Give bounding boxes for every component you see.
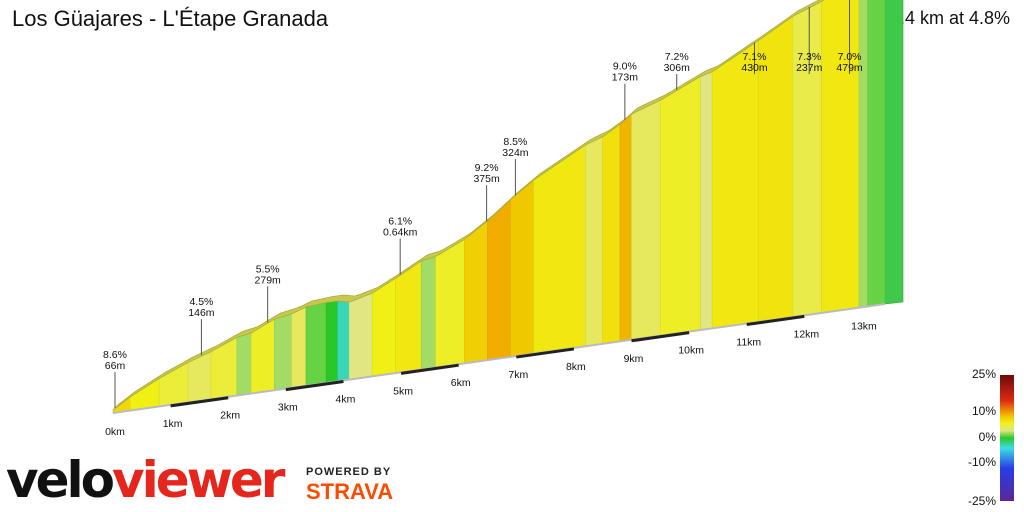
- profile-segment: [821, 0, 860, 314]
- profile-front-faces: [112, 0, 886, 414]
- profile-end-cap: [884, 0, 904, 305]
- strava-logo[interactable]: STRAVA: [306, 479, 394, 504]
- gradient-scale-bar: [1000, 375, 1014, 501]
- climb-summary: 13.4 km at 4.8%: [879, 8, 1010, 28]
- annotation-gradient: 8.6%: [103, 349, 127, 361]
- profile-segment: [420, 256, 436, 370]
- gradient-scale-label: 25%: [971, 367, 996, 381]
- profile-segment: [533, 144, 586, 354]
- annotation-gradient: 7.1%: [743, 51, 767, 63]
- annotation-length: 66m: [105, 360, 126, 372]
- segment-annotations: 8.6%66m 4.5%146m 5.5%279m 6.1%0.64km 9.2%375…: [103, 0, 863, 408]
- profile-segment: [236, 332, 252, 396]
- annotation-gradient: 6.1%: [388, 216, 412, 228]
- page-title: Los Güajares - L'Étape Granada: [12, 6, 329, 31]
- gradient-scale-label: 0%: [978, 430, 996, 444]
- annotation-length: 237m: [796, 62, 823, 74]
- profile-segment: [867, 0, 886, 307]
- profile-segment: [325, 300, 338, 384]
- x-tick-label: 13km: [851, 320, 877, 332]
- x-tick-label: 0km: [105, 426, 125, 438]
- x-tick-label: 10km: [678, 345, 704, 357]
- profile-segment: [274, 313, 292, 391]
- km-bar: [170, 396, 229, 408]
- annotation-gradient: 7.2%: [665, 51, 689, 63]
- annotation-length: 375m: [473, 173, 500, 185]
- annotation-gradient: 9.2%: [475, 162, 499, 174]
- profile-ridge: [112, 0, 825, 411]
- km-bar: [400, 363, 459, 375]
- annotation-gradient: 5.5%: [256, 263, 280, 275]
- annotation-gradient: 4.5%: [189, 296, 213, 308]
- profile-segment: [602, 123, 621, 345]
- logo-part-velo: velo: [6, 451, 115, 509]
- annotation-length: 146m: [188, 307, 215, 319]
- km-bar: [285, 379, 344, 392]
- logo-part-viewer: viewer: [112, 451, 285, 509]
- annotation-length: 430m: [741, 62, 768, 74]
- x-tick-label: 9km: [624, 353, 644, 365]
- profile-segment: [348, 292, 373, 380]
- profile-segment: [619, 113, 632, 342]
- annotation-gradient: 7.3%: [797, 51, 821, 63]
- x-tick-label: 11km: [736, 337, 761, 349]
- profile-segment: [711, 40, 759, 329]
- km-bar: [516, 347, 575, 359]
- annotation-length: 0.64km: [383, 227, 418, 239]
- profile-segment: [631, 99, 661, 341]
- x-tick-label: 4km: [336, 393, 356, 405]
- x-tick-label: 3km: [278, 402, 298, 414]
- x-tick-label: 5km: [393, 385, 413, 397]
- gradient-scale-label: 10%: [971, 404, 996, 418]
- powered-by-label: POWERED BY: [306, 466, 392, 478]
- annotation-length: 173m: [612, 72, 639, 84]
- profile-segment: [394, 260, 422, 374]
- profile-segment: [585, 136, 604, 347]
- profile-segment: [700, 71, 713, 331]
- veloviewer-logo[interactable]: veloviewer: [6, 451, 285, 509]
- x-tick-label: 7km: [508, 369, 528, 381]
- distance-axis: 0km 1km 2km 3km 4km 5km 6km 7km 8km 9km 10km 11km 12…: [105, 303, 886, 438]
- km-bar: [631, 331, 690, 343]
- profile-segment: [337, 300, 350, 382]
- x-tick-label: 12km: [793, 328, 819, 340]
- brand-footer: veloviewer POWERED BY STRAVA: [6, 452, 426, 508]
- annotation-length: 306m: [664, 62, 691, 74]
- profile-top-face: [112, 0, 825, 411]
- profile-segment: [858, 0, 869, 309]
- annotation-gradient: 8.5%: [503, 136, 527, 148]
- annotation-length: 279m: [255, 274, 282, 286]
- x-tick-label: 6km: [451, 377, 471, 389]
- profile-side-faces: [884, 0, 904, 305]
- annotation-length: 324m: [502, 147, 529, 159]
- profile-segment: [371, 277, 396, 377]
- gradient-scale-label: -25%: [967, 494, 996, 508]
- profile-segment: [305, 302, 327, 387]
- x-tick-label: 2km: [220, 410, 240, 422]
- profile-segment: [291, 306, 307, 389]
- profile-segment: [487, 198, 511, 361]
- x-tick-label: 8km: [566, 361, 586, 373]
- x-tick-label: 1km: [163, 418, 183, 430]
- profile-segment: [660, 75, 701, 337]
- profile-segment: [435, 238, 465, 368]
- annotation-gradient: 9.0%: [613, 61, 637, 73]
- gradient-scale-label: -10%: [967, 455, 996, 469]
- km-bar: [746, 314, 805, 327]
- annotation-gradient: 7.0%: [838, 51, 862, 63]
- profile-segment: [464, 220, 488, 364]
- annotation-length: 479m: [836, 62, 863, 74]
- profile-segment: [510, 179, 534, 358]
- profile-segment: [792, 1, 822, 318]
